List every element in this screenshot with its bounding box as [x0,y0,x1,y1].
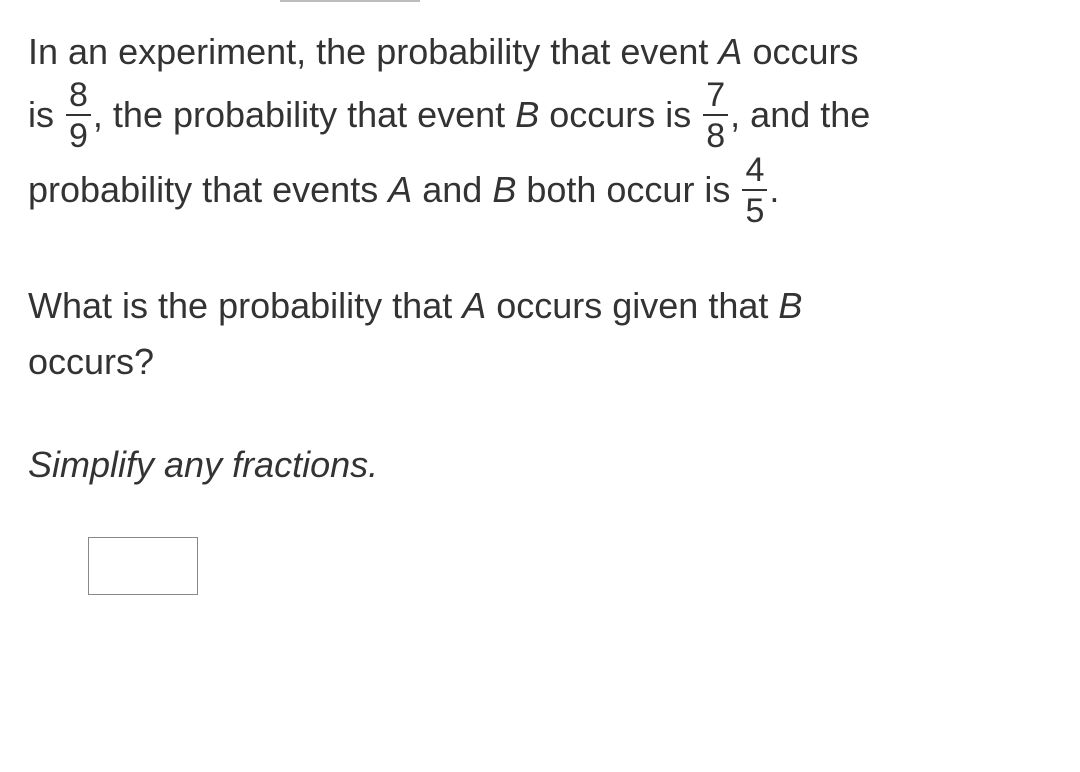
text-segment: occurs [742,31,858,72]
problem-statement: In an experiment, the probability that e… [28,24,1052,230]
event-a: A [388,169,412,210]
text-segment: both occur is [516,169,740,210]
fraction-p-ab: 45 [742,153,767,228]
numerator: 7 [703,78,728,116]
denominator: 8 [703,116,728,153]
text-segment: , and the [730,94,870,135]
problem-content: In an experiment, the probability that e… [28,24,1052,595]
text-segment: In an experiment, the probability that e… [28,31,718,72]
event-b: B [492,169,516,210]
fraction-p-b: 78 [703,78,728,153]
text-segment: , the probability that event [93,94,515,135]
denominator: 5 [742,191,767,228]
fraction-p-a: 89 [66,78,91,153]
top-divider [280,0,420,2]
instruction-text: Simplify any fractions. [28,437,1052,493]
event-b: B [778,285,802,326]
text-segment: What is the probability that [28,285,462,326]
text-segment: . [769,169,779,210]
answer-input[interactable] [88,537,198,595]
text-segment: occurs given that [486,285,778,326]
question-text: What is the probability that A occurs gi… [28,278,1052,390]
event-a: A [718,31,742,72]
numerator: 4 [742,153,767,191]
text-segment: occurs is [539,94,701,135]
denominator: 9 [66,116,91,153]
text-segment: and [412,169,492,210]
text-segment: occurs? [28,341,154,382]
event-b: B [515,94,539,135]
event-a: A [462,285,486,326]
text-segment: is [28,94,64,135]
text-segment: probability that events [28,169,388,210]
numerator: 8 [66,78,91,116]
